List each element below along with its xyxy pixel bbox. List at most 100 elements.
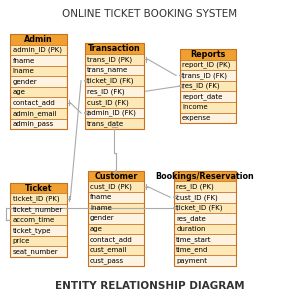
FancyBboxPatch shape	[88, 202, 144, 213]
FancyBboxPatch shape	[180, 81, 236, 92]
FancyBboxPatch shape	[174, 234, 236, 245]
Text: trans_name: trans_name	[87, 67, 128, 73]
FancyBboxPatch shape	[174, 245, 236, 255]
Text: cust_ID (FK): cust_ID (FK)	[176, 194, 218, 201]
FancyBboxPatch shape	[174, 255, 236, 266]
Text: cust_pass: cust_pass	[90, 257, 124, 264]
FancyBboxPatch shape	[10, 55, 67, 66]
FancyBboxPatch shape	[180, 102, 236, 112]
FancyBboxPatch shape	[88, 245, 144, 255]
Text: time_end: time_end	[176, 247, 208, 254]
FancyBboxPatch shape	[85, 86, 144, 97]
Text: seat_number: seat_number	[13, 248, 58, 255]
Text: contact_add: contact_add	[13, 99, 56, 106]
FancyBboxPatch shape	[10, 98, 67, 108]
Text: gender: gender	[13, 79, 37, 85]
Text: Bookings/Reservation: Bookings/Reservation	[156, 172, 254, 181]
Text: time_start: time_start	[176, 236, 212, 243]
FancyBboxPatch shape	[10, 76, 67, 87]
Text: lname: lname	[13, 68, 34, 74]
FancyBboxPatch shape	[10, 118, 67, 129]
FancyBboxPatch shape	[10, 66, 67, 76]
Text: age: age	[13, 89, 26, 95]
FancyBboxPatch shape	[174, 213, 236, 224]
Text: ticket_ID (FK): ticket_ID (FK)	[176, 204, 223, 211]
Text: trans_ID (FK): trans_ID (FK)	[182, 72, 227, 79]
FancyBboxPatch shape	[174, 171, 236, 182]
Text: income: income	[182, 104, 208, 110]
Text: Transaction: Transaction	[88, 44, 141, 53]
Text: ticket_type: ticket_type	[13, 227, 51, 234]
FancyBboxPatch shape	[174, 182, 236, 192]
FancyBboxPatch shape	[174, 202, 236, 213]
FancyBboxPatch shape	[88, 255, 144, 266]
Text: admin_pass: admin_pass	[13, 121, 54, 127]
FancyBboxPatch shape	[88, 192, 144, 202]
FancyBboxPatch shape	[10, 246, 67, 257]
Text: trans_date: trans_date	[87, 120, 124, 127]
Text: admin_ID (PK): admin_ID (PK)	[13, 46, 62, 53]
FancyBboxPatch shape	[10, 34, 67, 45]
Text: cust_email: cust_email	[90, 247, 128, 254]
Text: fname: fname	[13, 58, 35, 64]
FancyBboxPatch shape	[10, 183, 67, 193]
Text: trans_ID (PK): trans_ID (PK)	[87, 56, 132, 62]
Text: cust_ID (PK): cust_ID (PK)	[90, 183, 132, 190]
FancyBboxPatch shape	[88, 182, 144, 192]
FancyBboxPatch shape	[85, 118, 144, 129]
Text: res_ID (PK): res_ID (PK)	[176, 183, 214, 190]
Text: res_ID (FK): res_ID (FK)	[87, 88, 124, 95]
Text: lname: lname	[90, 205, 112, 211]
Text: ticket_ID (FK): ticket_ID (FK)	[87, 77, 134, 84]
FancyBboxPatch shape	[174, 192, 236, 202]
Text: res_date: res_date	[176, 215, 206, 222]
Text: accom_time: accom_time	[13, 217, 55, 223]
FancyBboxPatch shape	[10, 87, 67, 98]
FancyBboxPatch shape	[10, 214, 67, 225]
Text: expense: expense	[182, 115, 211, 121]
FancyBboxPatch shape	[180, 112, 236, 123]
Text: report_date: report_date	[182, 93, 223, 100]
Text: cust_ID (FK): cust_ID (FK)	[87, 99, 129, 106]
FancyBboxPatch shape	[85, 97, 144, 108]
FancyBboxPatch shape	[180, 92, 236, 102]
Text: res_ID (FK): res_ID (FK)	[182, 83, 220, 89]
Text: ONLINE TICKET BOOKING SYSTEM: ONLINE TICKET BOOKING SYSTEM	[62, 9, 238, 19]
Text: ticket_ID (PK): ticket_ID (PK)	[13, 195, 59, 202]
Text: age: age	[90, 226, 103, 232]
FancyBboxPatch shape	[10, 193, 67, 204]
FancyBboxPatch shape	[85, 108, 144, 118]
Text: gender: gender	[90, 215, 115, 221]
FancyBboxPatch shape	[85, 64, 144, 75]
FancyBboxPatch shape	[180, 60, 236, 70]
Text: duration: duration	[176, 226, 206, 232]
FancyBboxPatch shape	[88, 213, 144, 224]
FancyBboxPatch shape	[174, 224, 236, 234]
FancyBboxPatch shape	[10, 45, 67, 55]
Text: Customer: Customer	[94, 172, 137, 181]
Text: ticket_number: ticket_number	[13, 206, 63, 213]
FancyBboxPatch shape	[10, 108, 67, 119]
Text: admin_email: admin_email	[13, 110, 57, 117]
FancyBboxPatch shape	[88, 224, 144, 234]
Text: ENTITY RELATIONSHIP DIAGRAM: ENTITY RELATIONSHIP DIAGRAM	[55, 281, 245, 291]
Text: Admin: Admin	[24, 35, 53, 44]
FancyBboxPatch shape	[180, 70, 236, 81]
Text: Reports: Reports	[190, 50, 226, 59]
FancyBboxPatch shape	[85, 43, 144, 54]
FancyBboxPatch shape	[10, 204, 67, 214]
Text: payment: payment	[176, 258, 207, 264]
FancyBboxPatch shape	[180, 49, 236, 60]
Text: fname: fname	[90, 194, 112, 200]
FancyBboxPatch shape	[10, 225, 67, 236]
FancyBboxPatch shape	[85, 75, 144, 86]
Text: Ticket: Ticket	[25, 184, 52, 193]
FancyBboxPatch shape	[10, 236, 67, 246]
FancyBboxPatch shape	[88, 171, 144, 182]
FancyBboxPatch shape	[88, 234, 144, 245]
Text: report_ID (PK): report_ID (PK)	[182, 61, 230, 68]
Text: contact_add: contact_add	[90, 236, 133, 243]
Text: price: price	[13, 238, 30, 244]
FancyBboxPatch shape	[85, 54, 144, 64]
Text: admin_ID (FK): admin_ID (FK)	[87, 110, 136, 116]
